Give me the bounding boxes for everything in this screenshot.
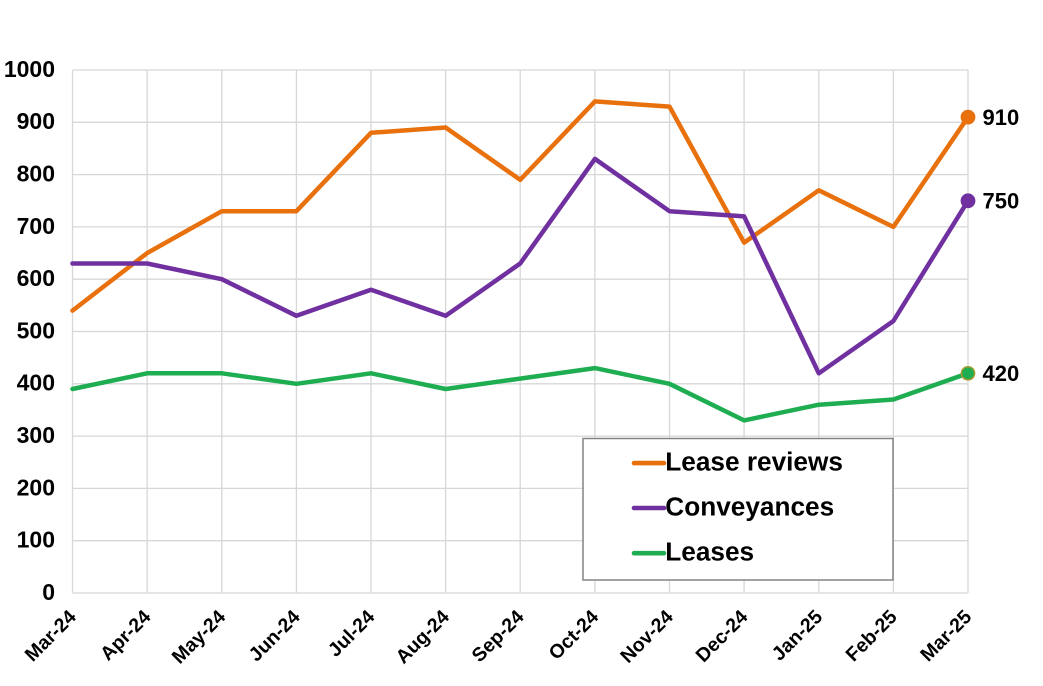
svg-text:910: 910 (983, 105, 1020, 130)
svg-text:Lease reviews: Lease reviews (665, 447, 843, 477)
svg-text:100: 100 (17, 527, 55, 553)
svg-text:1000: 1000 (4, 56, 55, 82)
svg-text:600: 600 (17, 265, 55, 291)
svg-text:300: 300 (17, 422, 55, 448)
svg-text:0: 0 (42, 579, 55, 605)
svg-text:Leases: Leases (665, 537, 754, 567)
svg-text:420: 420 (983, 361, 1020, 386)
svg-text:400: 400 (17, 370, 55, 396)
svg-text:Conveyances: Conveyances (665, 492, 834, 522)
svg-text:500: 500 (17, 317, 55, 343)
svg-text:200: 200 (17, 474, 55, 500)
svg-text:700: 700 (17, 213, 55, 239)
svg-text:800: 800 (17, 161, 55, 187)
svg-text:750: 750 (983, 189, 1020, 214)
svg-text:900: 900 (17, 108, 55, 134)
